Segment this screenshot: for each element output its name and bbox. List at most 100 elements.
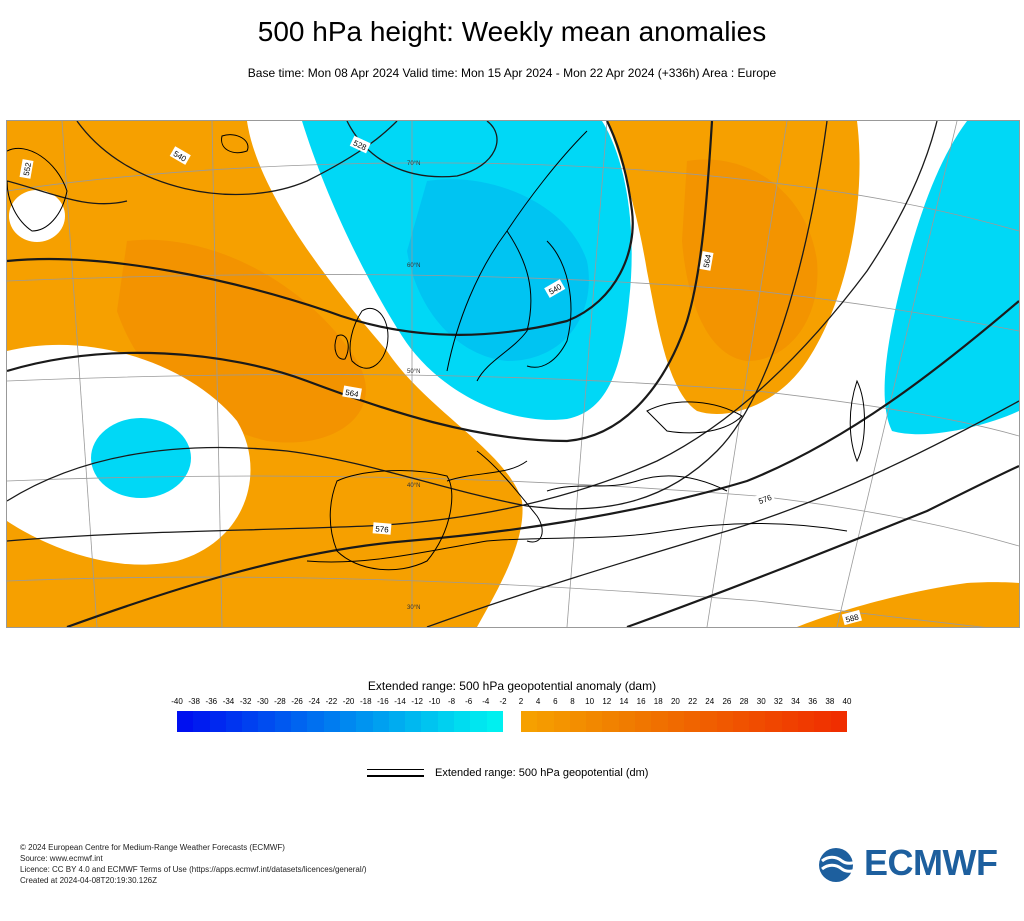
colorbar-negative-tick: -22 — [325, 697, 338, 706]
colorbar-negative-swatch-13 — [388, 711, 406, 732]
lat-label-50: 50°N — [407, 369, 420, 375]
coast-ireland — [334, 334, 349, 360]
colorbar-negative-tick: -38 — [188, 697, 200, 706]
contour-labels: 528 540 552 540 564 564 576 576 588 — [19, 135, 862, 626]
coast-iberia — [329, 470, 453, 571]
lat-label-30: 30°N — [407, 605, 420, 611]
colorbar-positive-tick: 32 — [773, 697, 783, 706]
colorbar-positive-swatch-8 — [651, 711, 668, 732]
chart-subtitle: Base time: Mon 08 Apr 2024 Valid time: M… — [247, 66, 777, 80]
colorbar-positive-swatch-12 — [716, 711, 733, 732]
contour-label-588: 588 — [845, 612, 861, 624]
ecmwf-logo-icon — [819, 848, 859, 882]
colorbar-positive-tick: 20 — [670, 697, 680, 706]
colorbar-positive-swatch-19 — [830, 711, 847, 732]
colorbar-positive-tick: 16 — [636, 697, 646, 706]
colorbar-negative-swatch-0 — [177, 711, 194, 732]
colorbar-negative-tick: -24 — [308, 697, 321, 706]
height-contours — [7, 121, 1019, 627]
colorbar-negative-swatch-5 — [258, 711, 275, 732]
colorbar-positive-swatch-15 — [765, 711, 782, 732]
positive-anomaly-southeast — [797, 582, 1019, 627]
colorbar-positive-tick: 28 — [739, 697, 749, 706]
lat-label-60: 60°N — [407, 263, 420, 269]
colorbar-positive-swatch-6 — [618, 711, 636, 732]
colorbar-negative-swatch-4 — [242, 711, 259, 732]
footer-credits: © 2024 European Centre for Medium-Range … — [20, 842, 367, 886]
colorbar-negative-tick: -6 — [465, 697, 473, 706]
anomaly-map[interactable]: 528 540 552 540 564 564 576 576 588 70°N… — [6, 120, 1020, 628]
colorbar-positive-swatch-17 — [798, 711, 815, 732]
coast-finland — [526, 240, 572, 368]
colorbar-positive-ticks: 2 4 6 8 10 12 14 16 18 20 22 24 26 28 30 32 34 36 38 40 — [519, 697, 852, 707]
coast-scandinavia — [446, 130, 588, 382]
colorbar-positive-tick: 38 — [825, 697, 835, 706]
colorbar-positive-tick: 36 — [808, 697, 818, 706]
colorbar-positive-swatch-13 — [732, 711, 750, 732]
colorbar-positive-tick: 24 — [705, 697, 715, 706]
lat-label-70: 70°N — [407, 161, 420, 167]
ecmwf-logo-text: ECMWF — [864, 842, 998, 883]
colorbar-positive-tick: 26 — [722, 697, 732, 706]
colorbar-negative-tick: -26 — [291, 697, 303, 706]
colorbar-negative-swatch-1 — [193, 711, 210, 732]
colorbar-title: Extended range: 500 hPa geopotential ano… — [367, 679, 657, 693]
colorbar-negative-tick: -20 — [342, 697, 355, 706]
colorbar-negative-tick: -18 — [359, 697, 372, 706]
latitude-labels: 70°N 60°N 50°N 40°N 30°N — [407, 161, 420, 611]
lat-label-40: 40°N — [407, 483, 420, 489]
colorbar-negative-swatch-18 — [470, 711, 487, 732]
colorbar-negative-swatch-14 — [405, 711, 422, 732]
colorbar-negative-tick: -14 — [394, 697, 406, 706]
colorbar-positive-tick: 10 — [585, 697, 595, 706]
colorbar-negative-tick: -40 — [171, 697, 183, 706]
colorbar-negative-swatch-19 — [486, 711, 503, 732]
contour-label-564-east: 564 — [702, 253, 713, 268]
colorbar-positive-tick: 12 — [602, 697, 612, 706]
footer-licence: Licence: CC BY 4.0 and ECMWF Terms of Us… — [20, 865, 367, 874]
colorbar-negative-swatch-12 — [372, 711, 389, 732]
colorbar-negative-tick: -8 — [447, 697, 456, 706]
colorbar-negative-swatch-10 — [339, 711, 357, 732]
colorbar-negative-swatch-15 — [421, 711, 438, 732]
map-canvas: 528 540 552 540 564 564 576 576 588 70°N… — [7, 121, 1019, 627]
graticule — [7, 121, 1019, 627]
colorbar-positive-swatch-3 — [569, 711, 587, 732]
coast-iceland — [221, 134, 249, 154]
colorbar-negative-tick: -4 — [482, 697, 490, 706]
colorbar-positive — [521, 711, 847, 732]
coast-mediterranean — [446, 460, 728, 492]
negative-anomaly-atlantic — [91, 418, 191, 498]
footer-created: Created at 2024-04-08T20:19:30.126Z — [20, 876, 157, 885]
coastlines — [7, 130, 865, 571]
colorbar-positive-swatch-5 — [602, 711, 619, 732]
coast-caspian — [849, 379, 865, 463]
positive-anomaly-eastern-europe-core — [682, 159, 818, 361]
contour-label-552: 552 — [22, 161, 33, 176]
colorbar-negative-tick: -34 — [222, 697, 235, 706]
colorbar-negative-swatch-7 — [291, 711, 308, 732]
contour-legend-swatch — [367, 768, 424, 778]
colorbar-positive-swatch-7 — [635, 711, 652, 732]
colorbar-negative-tick: -30 — [257, 697, 269, 706]
colorbar-negative-tick: -32 — [239, 697, 252, 706]
colorbar-positive-tick: 34 — [791, 697, 800, 706]
colorbar-positive-swatch-18 — [814, 711, 831, 732]
colorbar-negative-swatch-17 — [454, 711, 471, 732]
colorbar-positive-tick: 6 — [553, 697, 558, 706]
colorbar-positive-swatch-16 — [781, 711, 799, 732]
negative-anomaly-russia — [884, 121, 1019, 435]
colorbar-negative-tick: -12 — [411, 697, 423, 706]
footer-source: Source: www.ecmwf.int — [20, 854, 103, 863]
colorbar-positive-tick: 30 — [756, 697, 766, 706]
coast-britain — [349, 308, 389, 369]
colorbar-positive-tick: 14 — [619, 697, 629, 706]
colorbar-negative-ticks: -40 -38 -36 -34 -32 -30 -28 -26 -24 -22 -20 -18 -16-… — [171, 697, 506, 707]
anomaly-fills — [7, 121, 1019, 627]
footer-copyright: © 2024 European Centre for Medium-Range … — [20, 843, 285, 852]
coast-greenland — [7, 147, 68, 232]
colorbar-negative-swatch-11 — [356, 711, 373, 732]
colorbar-negative-swatch-6 — [274, 711, 292, 732]
colorbar-positive-tick: 22 — [688, 697, 698, 706]
colorbar-negative-swatch-2 — [209, 711, 226, 732]
